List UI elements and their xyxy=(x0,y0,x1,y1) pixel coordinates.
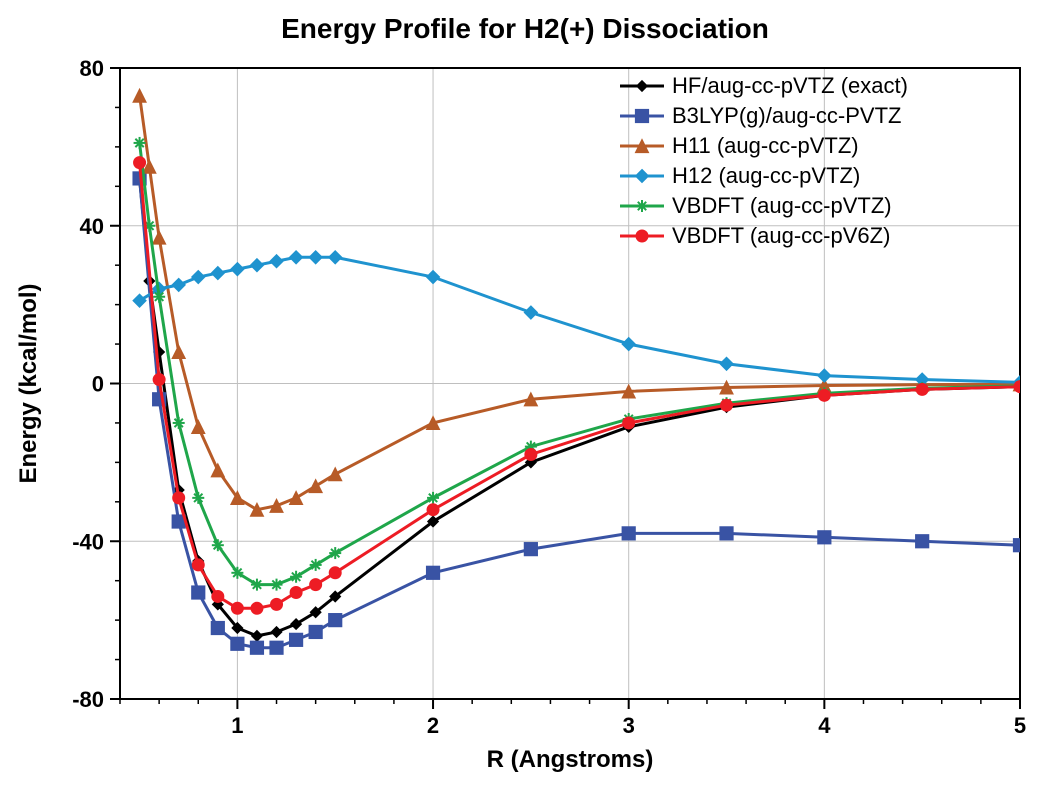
legend-label: H11 (aug-cc-pVTZ) xyxy=(672,133,859,158)
ytick-label: 0 xyxy=(92,372,104,397)
marker-square xyxy=(192,586,205,599)
chart-title: Energy Profile for H2(+) Dissociation xyxy=(281,13,769,44)
marker-circle xyxy=(153,374,165,386)
marker-square xyxy=(309,625,322,638)
marker-circle xyxy=(134,157,146,169)
marker-asterisk xyxy=(173,417,185,429)
marker-circle xyxy=(721,399,733,411)
marker-asterisk xyxy=(636,200,648,212)
energy-profile-chart: Energy Profile for H2(+) Dissociation 1 2 3… xyxy=(0,0,1050,789)
marker-square xyxy=(426,566,439,579)
xtick-label: 4 xyxy=(818,713,831,738)
marker-circle xyxy=(212,590,224,602)
marker-circle xyxy=(192,559,204,571)
marker-square xyxy=(635,109,648,122)
x-axis-label: R (Angstroms) xyxy=(487,746,654,773)
y-axis-label: Energy (kcal/mol) xyxy=(15,283,42,483)
marker-circle xyxy=(251,602,263,614)
ytick-label: -40 xyxy=(72,529,104,554)
marker-square xyxy=(916,535,929,548)
legend-label: VBDFT (aug-cc-pV6Z) xyxy=(672,223,890,248)
xtick-label: 3 xyxy=(623,713,635,738)
xtick-label: 5 xyxy=(1014,713,1026,738)
marker-square xyxy=(720,527,733,540)
xtick-label: 2 xyxy=(427,713,439,738)
marker-square xyxy=(289,633,302,646)
marker-circle xyxy=(329,567,341,579)
legend-label: H12 (aug-cc-pVTZ) xyxy=(672,163,860,188)
marker-circle xyxy=(271,598,283,610)
marker-square xyxy=(250,641,263,654)
ytick-label: 80 xyxy=(80,56,104,81)
marker-square xyxy=(329,614,342,627)
marker-circle xyxy=(525,448,537,460)
marker-square xyxy=(231,637,244,650)
legend-label: B3LYP(g)/aug-cc-PVTZ xyxy=(672,103,901,128)
marker-circle xyxy=(290,587,302,599)
marker-circle xyxy=(916,383,928,395)
marker-square xyxy=(1013,539,1026,552)
marker-square xyxy=(622,527,635,540)
marker-circle xyxy=(173,492,185,504)
marker-circle xyxy=(310,579,322,591)
xtick-label: 1 xyxy=(231,713,243,738)
marker-asterisk xyxy=(231,567,243,579)
marker-circle xyxy=(818,389,830,401)
ytick-label: 40 xyxy=(80,214,104,239)
ytick-label: -80 xyxy=(72,687,104,712)
marker-square xyxy=(211,621,224,634)
marker-square xyxy=(818,531,831,544)
marker-asterisk xyxy=(134,137,146,149)
marker-circle xyxy=(231,602,243,614)
marker-square xyxy=(524,543,537,556)
marker-circle xyxy=(623,417,635,429)
chart-container: Energy Profile for H2(+) Dissociation 1 2 3… xyxy=(0,0,1050,789)
marker-circle xyxy=(636,230,648,242)
marker-circle xyxy=(1014,381,1026,393)
marker-square xyxy=(270,641,283,654)
marker-circle xyxy=(427,504,439,516)
legend-label: HF/aug-cc-pVTZ (exact) xyxy=(672,73,908,98)
legend-label: VBDFT (aug-cc-pVTZ) xyxy=(672,193,892,218)
